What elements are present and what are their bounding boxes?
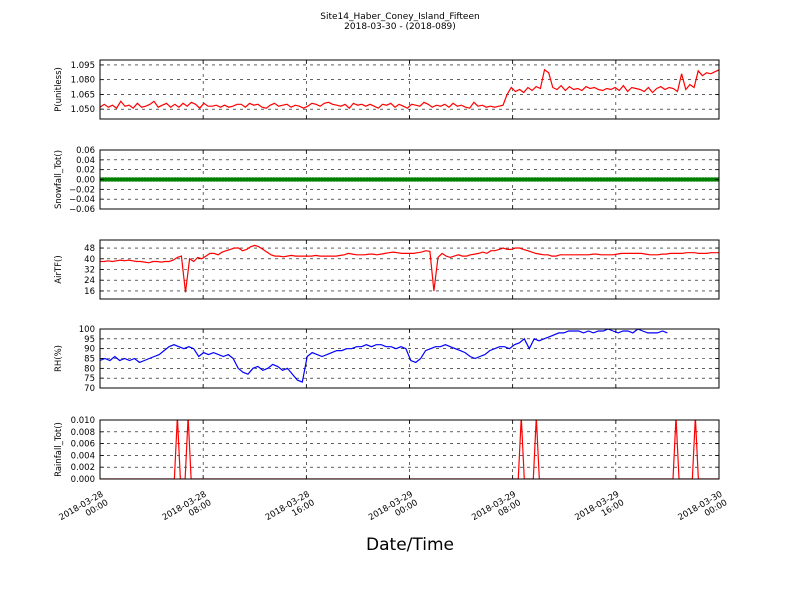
y-tick-label: 0.002 (71, 463, 95, 473)
y-tick-label: 0.010 (71, 416, 95, 426)
y-tick-label: 100 (79, 325, 95, 335)
figure-title: Site14_Haber_Coney_Island_Fifteen (320, 12, 479, 22)
series-group (100, 244, 719, 293)
x-tick-label: 2018-03-2816:00 (264, 490, 317, 532)
x-tick-label: 2018-03-2916:00 (573, 490, 626, 532)
grid (100, 420, 719, 479)
y-axis-label: Rainfall_Tot() (54, 422, 64, 477)
y-tick-label: 0.004 (71, 451, 95, 461)
series-line (100, 244, 719, 293)
y-tick-label: 70 (84, 384, 95, 394)
y-tick-label: 16 (84, 287, 95, 297)
x-tick-label: 2018-03-2808:00 (161, 490, 214, 532)
x-tick-labels: 2018-03-2800:00 2018-03-2808:00 2018-03-28… (58, 490, 730, 532)
y-axis-label: P(unitless) (54, 67, 64, 112)
y-tick-label: 90 (84, 345, 95, 355)
y-tick-label: 85 (84, 355, 95, 365)
y-tick-label: 0.008 (71, 428, 95, 438)
y-ticks: 1.050 1.065 1.080 1.095 (71, 61, 719, 115)
y-tick-label: 1.050 (71, 105, 95, 115)
series-group (100, 177, 719, 182)
series-line (100, 329, 668, 383)
y-tick-label: 0.00 (76, 176, 95, 186)
series-group (100, 68, 719, 110)
series-markers (100, 177, 719, 182)
y-tick-label: −0.06 (69, 205, 95, 215)
y-tick-label: 24 (84, 276, 95, 286)
y-tick-label: 75 (84, 374, 95, 384)
y-tick-label: 0.006 (71, 440, 95, 450)
y-tick-label: −0.04 (69, 195, 95, 205)
y-tick-label: 48 (84, 244, 95, 254)
subplots: 1.0501.0651.0801.095P(unitless)−0.06−0.0… (54, 59, 720, 485)
y-axis-label: Snowfall_Tot() (54, 150, 64, 209)
grid (100, 240, 719, 299)
series-group (100, 329, 668, 383)
y-tick-label: 0.06 (76, 146, 95, 156)
y-tick-label: 0.04 (76, 156, 95, 166)
y-axis-label: AirTF() (54, 255, 64, 283)
y-tick-label: 32 (84, 266, 95, 276)
x-tick-label: 2018-03-2900:00 (367, 490, 420, 532)
y-tick-label: 1.080 (71, 76, 95, 86)
subplot-2: −0.06−0.04−0.020.000.020.040.06 Snowfall_… (54, 146, 720, 215)
x-axis-label: Date/Time (366, 535, 454, 555)
y-tick-label: 0.02 (76, 166, 95, 176)
y-tick-label: −0.02 (69, 185, 95, 195)
y-tick-label: 95 (84, 335, 95, 345)
grid (100, 60, 719, 119)
y-tick-label: 1.095 (71, 61, 95, 71)
y-ticks: −0.06−0.04−0.020.000.020.040.06 (69, 146, 719, 215)
x-tick-label: 2018-03-2908:00 (470, 490, 523, 532)
y-tick-label: 0.000 (71, 475, 95, 485)
figure-subtitle: 2018-03-30 - (2018-089) (344, 22, 456, 32)
x-tick-label: 2018-03-3000:00 (677, 490, 730, 532)
y-tick-label: 1.065 (71, 90, 95, 100)
y-axis-label: RH(%) (54, 345, 64, 372)
y-tick-label: 40 (84, 255, 95, 265)
y-tick-label: 80 (84, 364, 95, 374)
x-tick-label: 2018-03-2800:00 (58, 490, 111, 532)
series-line (100, 68, 719, 110)
subplot-1: 1.050 1.065 1.080 1.095 P(unitless) (54, 59, 720, 120)
